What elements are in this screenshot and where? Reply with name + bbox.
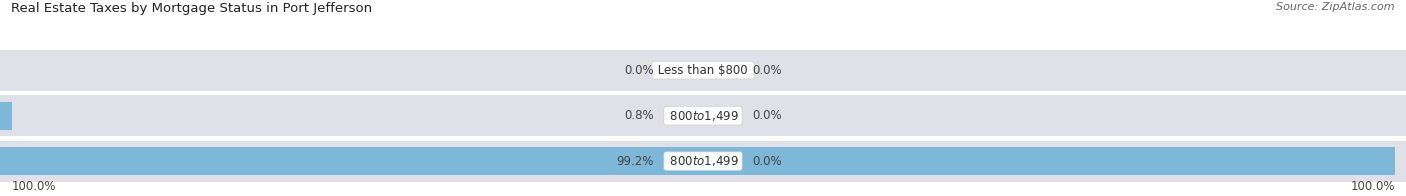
Text: $800 to $1,499: $800 to $1,499 bbox=[666, 154, 740, 168]
Bar bbox=[0, 102, 11, 130]
Text: Real Estate Taxes by Mortgage Status in Port Jefferson: Real Estate Taxes by Mortgage Status in … bbox=[11, 2, 373, 15]
Text: 100.0%: 100.0% bbox=[11, 180, 56, 193]
Bar bbox=[0, 141, 1406, 182]
Text: 0.0%: 0.0% bbox=[752, 155, 782, 168]
Text: 0.0%: 0.0% bbox=[752, 109, 782, 122]
Text: 99.2%: 99.2% bbox=[616, 155, 654, 168]
Bar bbox=[0, 147, 1395, 175]
Text: $800 to $1,499: $800 to $1,499 bbox=[666, 109, 740, 123]
Text: 100.0%: 100.0% bbox=[1350, 180, 1395, 193]
Text: Less than $800: Less than $800 bbox=[654, 64, 752, 77]
Text: Source: ZipAtlas.com: Source: ZipAtlas.com bbox=[1277, 2, 1395, 12]
Text: 0.8%: 0.8% bbox=[624, 109, 654, 122]
Bar bbox=[0, 50, 1406, 91]
Bar bbox=[0, 95, 1406, 136]
Text: 0.0%: 0.0% bbox=[624, 64, 654, 77]
Text: 0.0%: 0.0% bbox=[752, 64, 782, 77]
